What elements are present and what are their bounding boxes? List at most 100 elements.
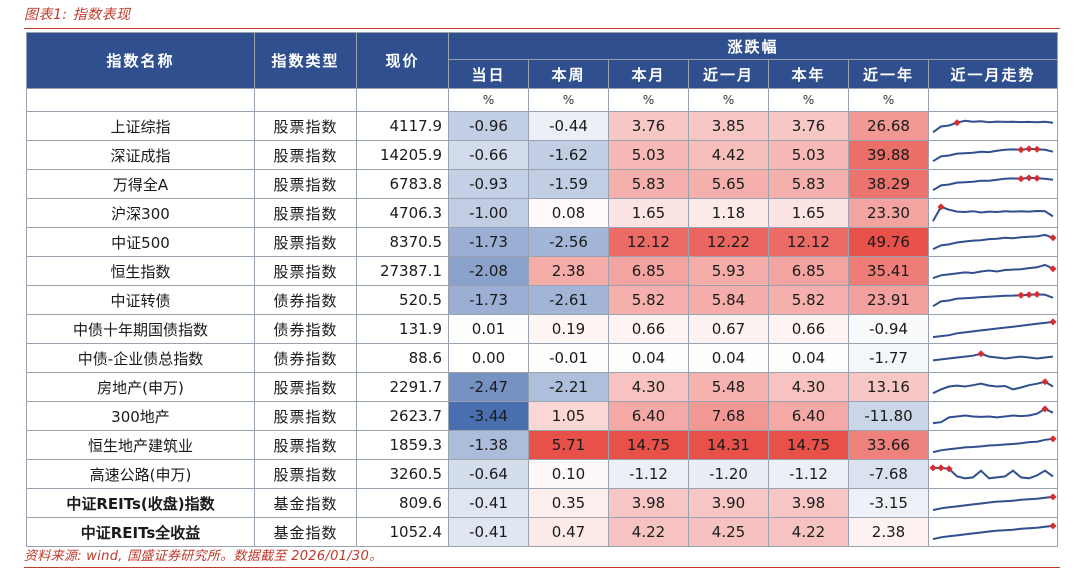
table-row: 深证成指 股票指数 14205.9 -0.66 -1.62 5.03 4.42 5.03 39.… <box>26 140 1058 170</box>
sparkline-max-marker <box>1049 492 1057 500</box>
sparkline-svg <box>932 290 1054 307</box>
trend-sparkline <box>928 285 1058 315</box>
sparkline-line <box>932 437 1054 453</box>
sparkline-max-marker <box>1017 145 1025 153</box>
sparkline-svg <box>929 463 1054 479</box>
index-type: 股票指数 <box>254 169 357 199</box>
header-week: 本周 <box>528 59 609 89</box>
sparkline-svg <box>932 521 1057 540</box>
change-one-month: 3.90 <box>688 488 769 518</box>
unit-month: % <box>608 88 689 112</box>
change-ytd: 0.66 <box>768 314 849 344</box>
sparkline-svg <box>932 233 1057 250</box>
index-type: 股票指数 <box>254 111 357 141</box>
change-one-year: 35.41 <box>848 256 929 286</box>
sparkline-line <box>932 119 1054 133</box>
change-day: -0.41 <box>448 488 529 518</box>
index-name: 上证综指 <box>26 111 255 141</box>
change-ytd: 5.83 <box>768 169 849 199</box>
sparkline-line <box>932 292 1054 307</box>
change-day: -2.47 <box>448 372 529 402</box>
index-price: 27387.1 <box>356 256 449 286</box>
sparkline-line <box>932 407 1054 424</box>
change-week: 0.35 <box>528 488 609 518</box>
change-one-year: 49.76 <box>848 227 929 257</box>
change-one-year: 26.68 <box>848 111 929 141</box>
index-performance-table: 指数名称 指数类型 现价 涨跌幅 当日 本周 本月 近一月 本年 近一年 近一月… <box>26 32 1058 547</box>
index-name: 中证REITs全收益 <box>26 517 255 547</box>
sparkline-svg <box>932 144 1054 162</box>
units-blank <box>356 88 449 112</box>
trend-sparkline <box>928 227 1058 257</box>
index-type: 股票指数 <box>254 227 357 257</box>
sparkline-max-marker <box>977 349 985 357</box>
sparkline-max-marker <box>1025 173 1033 181</box>
index-price: 809.6 <box>356 488 449 518</box>
table-row: 中证500 股票指数 8370.5 -1.73 -2.56 12.12 12.22 12.12… <box>26 227 1058 257</box>
table-row: 中证转债 债券指数 520.5 -1.73 -2.61 5.82 5.84 5.82 23.91 <box>26 285 1058 315</box>
trend-sparkline <box>928 314 1058 344</box>
sparkline-max-marker <box>953 118 961 126</box>
table-row: 300地产 股票指数 2623.7 -3.44 1.05 6.40 7.68 6.40 -11.… <box>26 401 1058 431</box>
change-ytd: 0.04 <box>768 343 849 373</box>
index-name: 中证转债 <box>26 285 255 315</box>
change-ytd: 5.03 <box>768 140 849 170</box>
header-ytd: 本年 <box>768 59 849 89</box>
figure-caption: 图表1: 指数表现 <box>24 7 131 23</box>
index-name: 中证500 <box>26 227 255 257</box>
change-ytd: -1.12 <box>768 459 849 489</box>
sparkline-max-marker <box>1033 145 1041 153</box>
units-blank <box>26 88 255 112</box>
change-day: -0.96 <box>448 111 529 141</box>
sparkline-line <box>932 176 1054 191</box>
change-one-month: 1.18 <box>688 198 769 228</box>
change-ytd: 4.22 <box>768 517 849 547</box>
change-one-year: 38.29 <box>848 169 929 199</box>
change-month: -1.12 <box>608 459 689 489</box>
sparkline-svg <box>932 492 1057 511</box>
change-week: -2.21 <box>528 372 609 402</box>
change-day: -1.00 <box>448 198 529 228</box>
trend-sparkline <box>928 488 1058 518</box>
sparkline-svg <box>932 202 1054 222</box>
change-day: -0.93 <box>448 169 529 199</box>
sparkline-line <box>932 352 1054 361</box>
index-type: 股票指数 <box>254 459 357 489</box>
change-one-year: 39.88 <box>848 140 929 170</box>
change-one-month: -1.20 <box>688 459 769 489</box>
change-ytd: 12.12 <box>768 227 849 257</box>
change-one-month: 4.25 <box>688 517 769 547</box>
sparkline-line <box>932 263 1054 279</box>
change-ytd: 14.75 <box>768 430 849 460</box>
change-week: 1.05 <box>528 401 609 431</box>
change-month: 5.82 <box>608 285 689 315</box>
sparkline-max-marker <box>1025 290 1033 298</box>
header-change-group: 涨跌幅 <box>448 32 1058 60</box>
change-ytd: 4.30 <box>768 372 849 402</box>
change-one-month: 7.68 <box>688 401 769 431</box>
change-week: 2.38 <box>528 256 609 286</box>
change-month: 1.65 <box>608 198 689 228</box>
table-row: 沪深300 股票指数 4706.3 -1.00 0.08 1.65 1.18 1.65 23.3… <box>26 198 1058 228</box>
sparkline-svg <box>932 434 1057 453</box>
change-one-year: 13.16 <box>848 372 929 402</box>
index-price: 88.6 <box>356 343 449 373</box>
change-day: 0.01 <box>448 314 529 344</box>
change-one-month: 5.48 <box>688 372 769 402</box>
change-ytd: 3.76 <box>768 111 849 141</box>
sparkline-line <box>932 380 1054 394</box>
change-week: -2.61 <box>528 285 609 315</box>
unit-one-month: % <box>688 88 769 112</box>
header-day: 当日 <box>448 59 529 89</box>
change-week: 5.71 <box>528 430 609 460</box>
unit-day: % <box>448 88 529 112</box>
sparkline-line <box>932 147 1054 162</box>
change-one-month: 12.22 <box>688 227 769 257</box>
sparkline-max-marker <box>945 464 953 472</box>
change-day: -1.38 <box>448 430 529 460</box>
change-one-year: -7.68 <box>848 459 929 489</box>
change-week: 0.47 <box>528 517 609 547</box>
index-name: 恒生指数 <box>26 256 255 286</box>
change-month: 4.30 <box>608 372 689 402</box>
index-type: 股票指数 <box>254 401 357 431</box>
